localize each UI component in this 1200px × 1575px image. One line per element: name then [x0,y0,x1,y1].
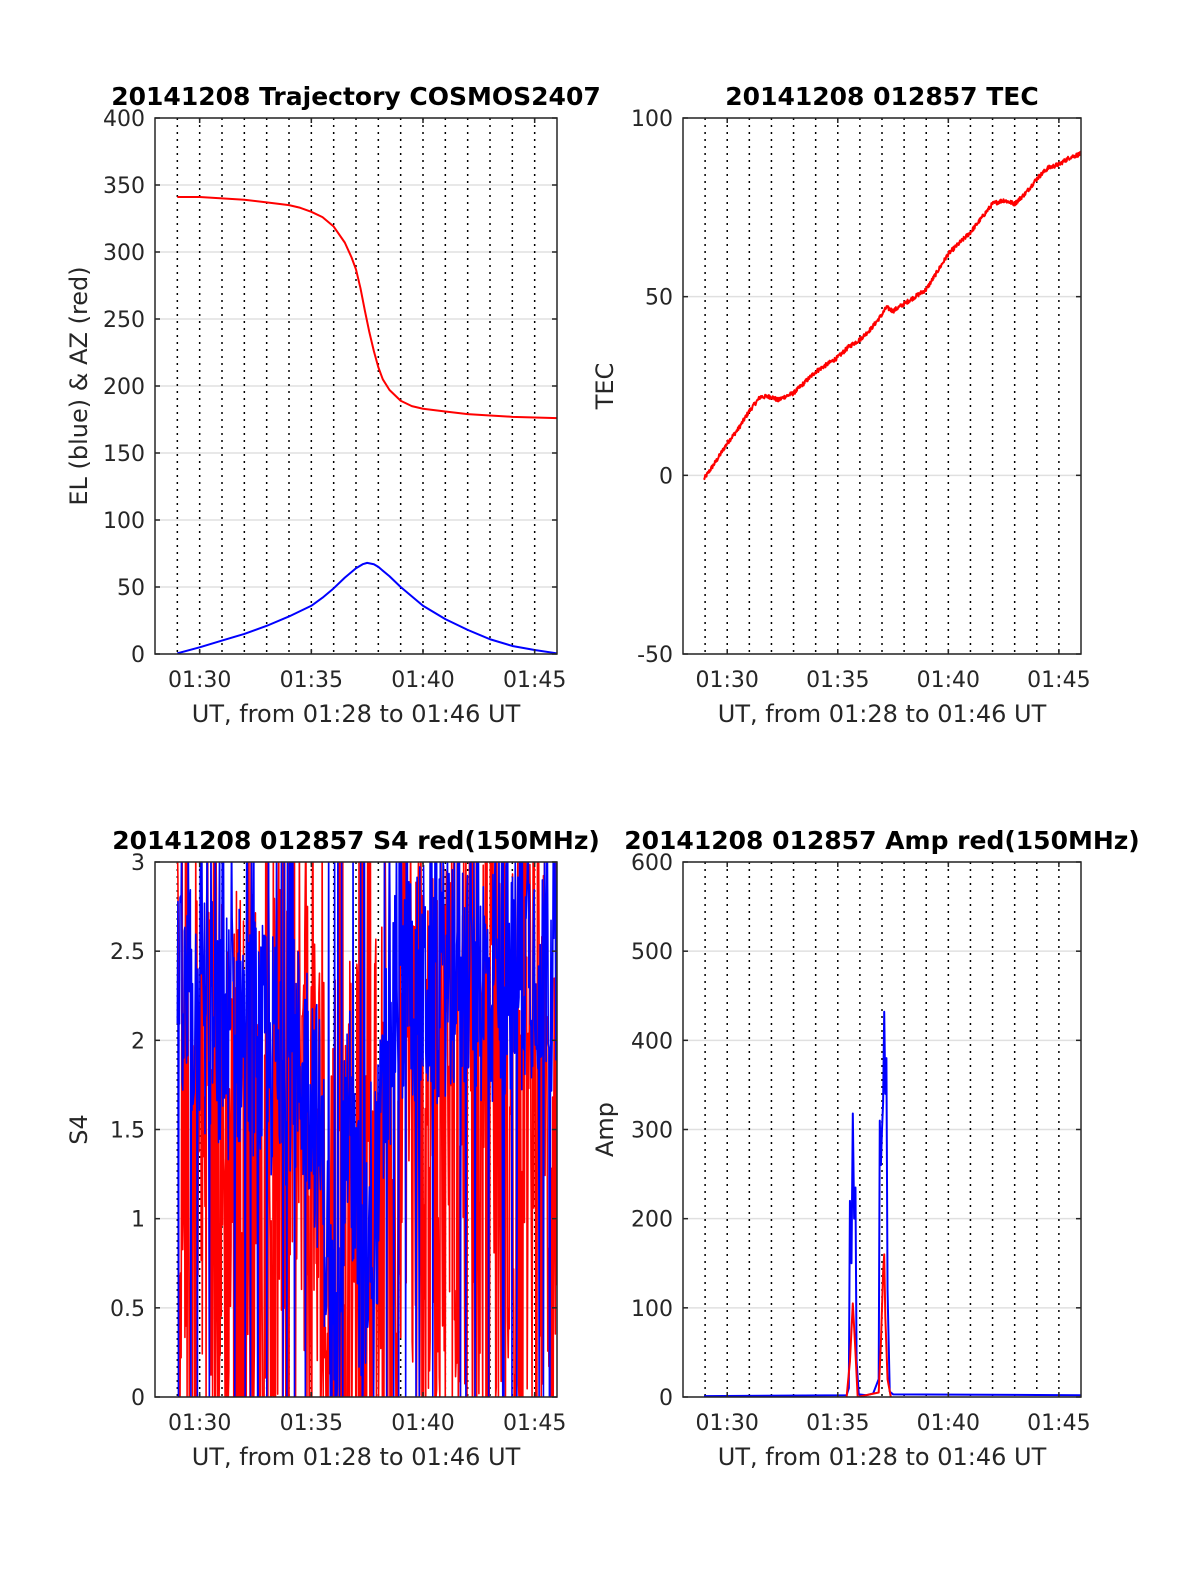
series-group [176,862,557,1397]
series-group [177,196,557,654]
series-line-2 [845,1253,892,1397]
series-line-2 [176,862,557,1397]
y-tick-label: 500 [631,940,673,965]
y-tick-label: 100 [631,107,673,132]
y-axis-label: S4 [65,1114,93,1145]
y-tick-label: 200 [103,375,145,400]
x-tick-label: 01:40 [391,1411,454,1436]
y-tick-label: 150 [103,442,145,467]
y-tick-label: 300 [631,1119,673,1144]
x-tick-label: 01:30 [168,668,231,693]
y-tick-label: 0 [131,1386,145,1411]
chart-panel-amp: 0 100 200 300 400 500 600 01:30 01:35 01:40 01:45 2… [591,826,1140,1471]
axes-box [682,117,1082,655]
x-axis-label: UT, from 01:28 to 01:46 UT [718,1443,1047,1471]
y-tick-label: 50 [117,576,145,601]
y-tick-label: 0.5 [110,1297,145,1322]
x-tick-label: 01:35 [806,1411,869,1436]
y-tick-label: 600 [631,851,673,876]
x-tick-label: 01:35 [280,1411,343,1436]
chart-panel-trajectory: 0 50 100 150 200 250 300 350 400 01:30 01:35 01:40 0… [65,82,601,728]
chart-title: 20141208 012857 S4 red(150MHz) [112,826,600,855]
series-line-2 [177,561,557,654]
y-tick-label: 400 [631,1029,673,1054]
x-axis-label: UT, from 01:28 to 01:46 UT [192,1443,521,1471]
y-tick-label: 400 [103,107,145,132]
y-tick-label: 100 [631,1297,673,1322]
x-tick-label: 01:30 [696,668,759,693]
chart-title: 20141208 012857 Amp red(150MHz) [624,826,1140,855]
y-tick-label: 100 [103,509,145,534]
series-line-1 [704,1010,1081,1397]
x-tick-label: 01:45 [503,668,566,693]
x-axis-label: UT, from 01:28 to 01:46 UT [718,700,1047,728]
series-line-1 [177,196,557,420]
chart-panel-tec: -50 0 50 100 01:30 01:35 01:40 01:45 20141208 01… [591,82,1091,728]
y-tick-label: 1.5 [110,1119,145,1144]
x-tick-label: 01:45 [503,1411,566,1436]
x-tick-label: 01:40 [917,1411,980,1436]
y-tick-label: 0 [659,464,673,489]
y-axis-label: TEC [591,363,619,411]
x-axis-label: UT, from 01:28 to 01:46 UT [192,700,521,728]
x-tick-label: 01:45 [1027,1411,1090,1436]
y-tick-label: 350 [103,174,145,199]
y-tick-label: 0 [659,1386,673,1411]
series-group [704,1010,1081,1397]
x-tick-label: 01:35 [806,668,869,693]
y-tick-label: 250 [103,308,145,333]
y-axis-label: Amp [591,1102,619,1157]
series-group [703,150,1081,481]
y-tick-label: 2.5 [110,940,145,965]
chart-title: 20141208 012857 TEC [725,82,1038,111]
x-tick-label: 01:40 [917,668,980,693]
chart-panel-s4: 0 0.5 1 1.5 2 2.5 3 01:30 01:35 01:40 01:45 2014120… [65,826,600,1471]
y-tick-label: 0 [131,643,145,668]
y-tick-label: 50 [645,286,673,311]
chart-title: 20141208 Trajectory COSMOS2407 [111,82,601,111]
series-line-1 [176,862,557,1397]
x-tick-label: 01:35 [280,668,343,693]
x-tick-label: 01:40 [391,668,454,693]
series-line-1 [703,150,1081,481]
y-axis-label: EL (blue) & AZ (red) [65,266,93,505]
x-tick-label: 01:30 [696,1411,759,1436]
y-tick-label: 1 [131,1208,145,1233]
x-tick-label: 01:30 [168,1411,231,1436]
y-tick-label: 300 [103,241,145,266]
y-tick-label: 3 [131,851,145,876]
y-tick-label: 2 [131,1029,145,1054]
x-tick-label: 01:45 [1027,668,1090,693]
y-tick-label: 200 [631,1208,673,1233]
y-tick-label: -50 [637,643,673,668]
